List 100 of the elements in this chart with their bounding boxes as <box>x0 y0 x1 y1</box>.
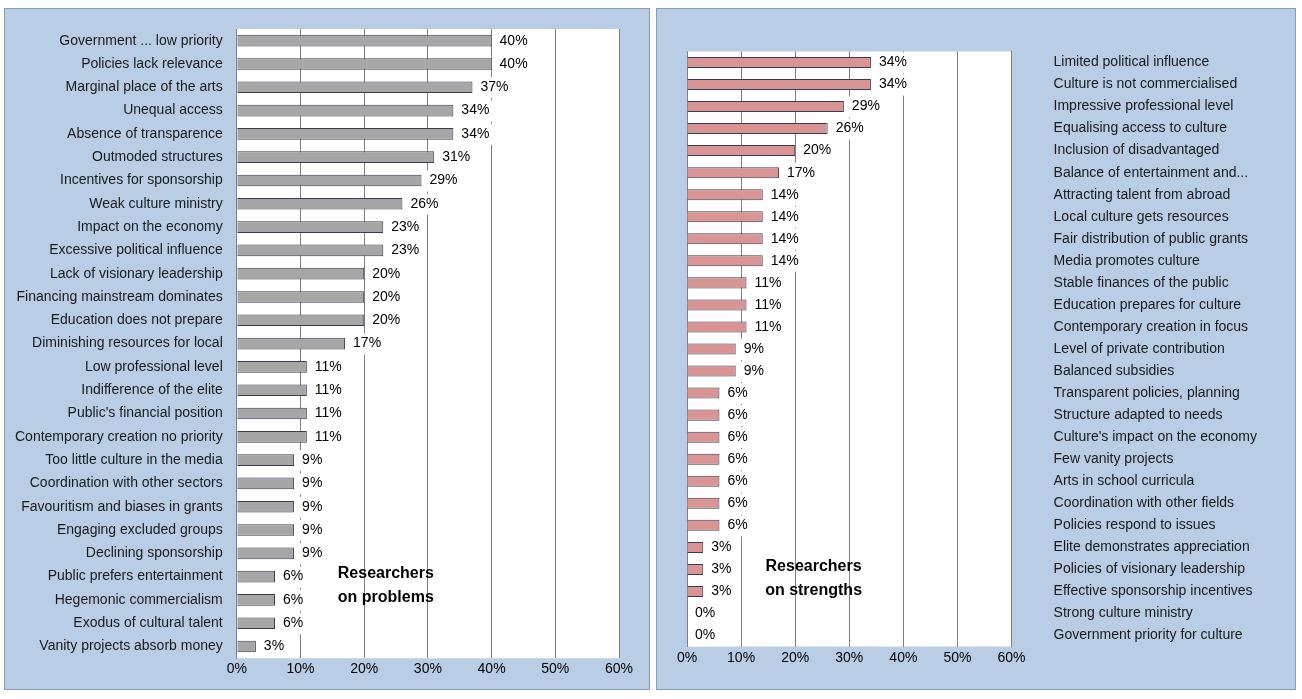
y-tick-label: Vanity projects absorb money <box>39 637 223 654</box>
y-tick-label: Limited political influence <box>1053 53 1210 70</box>
y-tick-label: Education does not prepare <box>50 311 223 328</box>
y-tick-label: Favouritism and biases in grants <box>21 497 223 514</box>
data-label: 14% <box>770 207 799 224</box>
data-label: 6% <box>727 405 748 422</box>
y-tick-label: Public prefers entertainment <box>47 567 223 584</box>
data-label: 9% <box>743 339 764 356</box>
y-tick-label: Policies respond to issues <box>1053 516 1216 533</box>
data-label: 6% <box>282 567 304 584</box>
data-label: 6% <box>282 614 304 631</box>
x-tick-label: 50% <box>943 648 972 665</box>
data-label: 14% <box>770 185 799 202</box>
y-tick-label: Absence of transparence <box>67 124 223 141</box>
data-label: 0% <box>695 626 716 643</box>
y-tick-label: Policies lack relevance <box>81 54 223 71</box>
x-tick-label: 20% <box>781 648 810 665</box>
data-label: 29% <box>851 97 880 114</box>
y-tick-label: Effective sponsorship incentives <box>1053 582 1253 599</box>
y-tick-label: Outmoded structures <box>92 148 223 165</box>
data-label: 11% <box>754 273 782 290</box>
data-label: 6% <box>727 516 748 533</box>
data-label: 26% <box>835 119 864 136</box>
y-tick-label: Level of private contribution <box>1053 339 1225 356</box>
y-tick-label: Inclusion of disadvantaged <box>1053 141 1220 158</box>
data-label: 17% <box>786 163 815 180</box>
data-label: 20% <box>372 287 401 304</box>
y-tick-label: Equalising access to culture <box>1053 119 1228 136</box>
y-tick-label: Coordination with other sectors <box>29 474 223 491</box>
y-tick-label: Balance of entertainment and... <box>1053 163 1249 180</box>
data-label: 11% <box>314 404 342 421</box>
data-label: 3% <box>711 560 732 577</box>
data-label: 17% <box>353 334 382 351</box>
y-tick-label: Media promotes culture <box>1053 251 1201 268</box>
data-label: 6% <box>727 450 748 467</box>
data-label: 6% <box>727 472 748 489</box>
data-label: 11% <box>314 427 342 444</box>
data-label: 6% <box>727 383 748 400</box>
data-label: 9% <box>302 497 323 514</box>
data-label: 6% <box>727 494 748 511</box>
data-label: 14% <box>770 251 799 268</box>
annotation: Researchers on problems <box>337 563 434 605</box>
y-tick-label: Engaging excluded groups <box>56 520 223 537</box>
y-tick-label: Unequal access <box>123 101 223 118</box>
y-tick-label: Lack of visionary leadership <box>49 264 223 281</box>
data-label: 34% <box>461 101 490 118</box>
data-label: 40% <box>499 54 528 71</box>
data-label: 9% <box>302 450 323 467</box>
data-label: 11% <box>314 357 342 374</box>
data-label: 3% <box>711 582 732 599</box>
data-label: 20% <box>372 311 401 328</box>
y-tick-label: Impact on the economy <box>77 217 223 234</box>
y-tick-label: Exodus of cultural talent <box>73 614 223 631</box>
y-tick-label: Local culture gets resources <box>1053 207 1229 224</box>
data-label: 3% <box>263 637 285 654</box>
x-tick-label: 40% <box>477 660 506 677</box>
data-label: 34% <box>461 124 490 141</box>
data-label: 6% <box>282 590 304 607</box>
data-label: 6% <box>727 428 748 445</box>
x-tick-label: 30% <box>835 648 864 665</box>
x-tick-label: 60% <box>604 660 634 677</box>
y-tick-label: Government priority for culture <box>1053 626 1243 643</box>
data-label: 29% <box>429 171 458 188</box>
y-tick-label: Coordination with other fields <box>1053 494 1235 511</box>
y-tick-label: Culture's impact on the economy <box>1053 428 1257 445</box>
data-label: 26% <box>410 194 439 211</box>
data-label: 9% <box>743 361 764 378</box>
data-label: 40% <box>499 31 528 48</box>
y-tick-label: Declining sponsorship <box>85 544 223 561</box>
y-tick-label: Contemporary creation no priority <box>14 427 223 444</box>
y-tick-label: Marginal place of the arts <box>65 78 223 95</box>
y-tick-label: Public's financial position <box>67 404 223 421</box>
data-label: 37% <box>480 78 509 95</box>
data-label: 34% <box>878 53 907 70</box>
data-label: 9% <box>302 544 323 561</box>
y-tick-label: Strong culture ministry <box>1053 604 1193 621</box>
data-label: 9% <box>302 520 323 537</box>
data-label: 3% <box>711 538 732 555</box>
data-label: 31% <box>442 148 471 165</box>
y-tick-label: Education prepares for culture <box>1053 295 1242 312</box>
data-label: 0% <box>695 604 716 621</box>
y-tick-label: Structure adapted to needs <box>1053 405 1223 422</box>
data-label: 11% <box>754 317 782 334</box>
data-label: 11% <box>754 295 782 312</box>
y-tick-label: Contemporary creation in focus <box>1053 317 1249 334</box>
data-label: 20% <box>372 264 401 281</box>
y-tick-label: Fair distribution of public grants <box>1053 229 1249 246</box>
data-label: 23% <box>391 217 420 234</box>
data-label: 23% <box>391 241 420 258</box>
x-tick-label: 0% <box>226 660 247 677</box>
x-tick-label: 60% <box>997 648 1026 665</box>
x-tick-label: 40% <box>889 648 918 665</box>
x-tick-label: 10% <box>286 660 315 677</box>
data-label: 11% <box>314 381 342 398</box>
y-tick-label: Policies of visionary leadership <box>1053 560 1246 577</box>
y-tick-label: Culture is not commercialised <box>1053 75 1238 92</box>
y-tick-label: Stable finances of the public <box>1053 273 1229 290</box>
y-tick-label: Attracting talent from abroad <box>1053 185 1231 202</box>
x-tick-label: 20% <box>350 660 379 677</box>
y-tick-label: Too little culture in the media <box>45 450 223 467</box>
